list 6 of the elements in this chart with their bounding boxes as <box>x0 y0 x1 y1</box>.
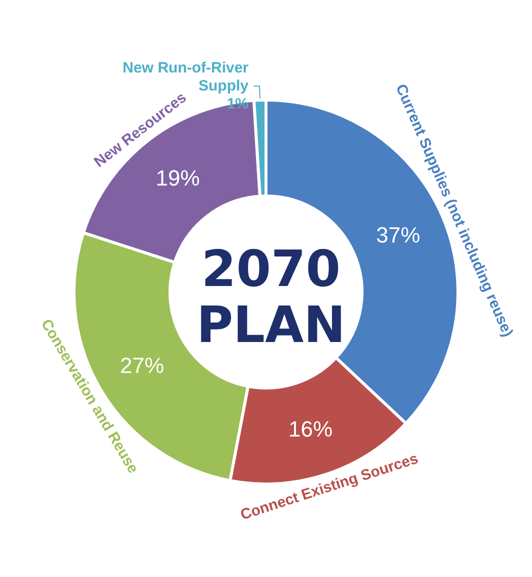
slice-label: New Run-of-River Supply <box>122 60 250 95</box>
text: 2070 PLAN <box>196 240 346 354</box>
data-label: 19% <box>156 166 200 191</box>
data-label: 16% <box>288 416 333 442</box>
data-label: 27% <box>120 352 164 378</box>
data-label: 37% <box>376 222 420 248</box>
